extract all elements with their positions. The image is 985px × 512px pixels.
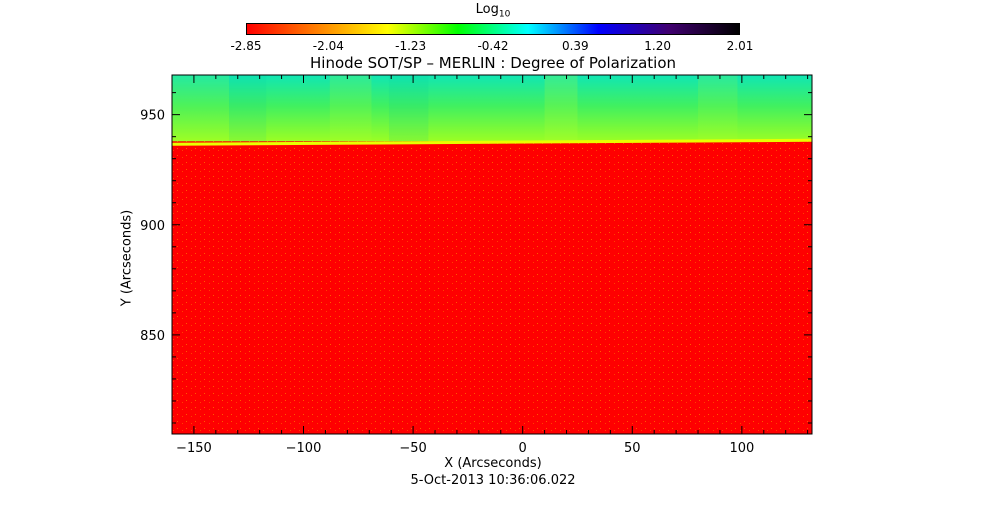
off-limb-region xyxy=(172,75,812,144)
timestamp: 5-Oct-2013 10:36:06.022 xyxy=(410,473,576,488)
scan-strip xyxy=(388,75,429,144)
colorbar-tick-label: -1.23 xyxy=(395,39,427,53)
x-tick-label: −150 xyxy=(176,441,212,456)
x-tick-label: −50 xyxy=(399,441,426,456)
limb-edge xyxy=(171,138,813,146)
colorbar xyxy=(246,23,740,35)
scan-strip xyxy=(228,75,267,144)
colorbar-tick-label: 2.01 xyxy=(726,39,754,53)
y-tick-label: 850 xyxy=(140,329,165,344)
x-tick-label: 50 xyxy=(624,441,641,456)
x-tick-label: −100 xyxy=(286,441,322,456)
colorbar-tick-label: 1.20 xyxy=(644,39,672,53)
on-disk-region xyxy=(172,141,812,435)
colorbar-label: Log10 xyxy=(475,2,511,20)
chart-title: Hinode SOT/SP – MERLIN : Degree of Polar… xyxy=(310,54,676,72)
x-tick-label: 0 xyxy=(519,441,527,456)
scan-strip xyxy=(329,75,372,144)
x-axis-label: X (Arcseconds) xyxy=(444,456,542,471)
colorbar-tick-label: -0.42 xyxy=(477,39,509,53)
scan-strip xyxy=(698,75,738,144)
scan-strip xyxy=(544,75,578,144)
y-axis-label: Y (Arcseconds) xyxy=(119,209,135,307)
plot-frame xyxy=(171,74,813,435)
colorbar-tick-label: -2.85 xyxy=(230,39,262,53)
x-tick-label: 100 xyxy=(729,441,754,456)
y-tick-label: 950 xyxy=(140,109,165,124)
scan-strip xyxy=(172,75,229,144)
y-tick-label: 900 xyxy=(140,219,165,234)
colorbar-tick-label: 0.39 xyxy=(561,39,589,53)
colorbar-tick-label: -2.04 xyxy=(312,39,344,53)
